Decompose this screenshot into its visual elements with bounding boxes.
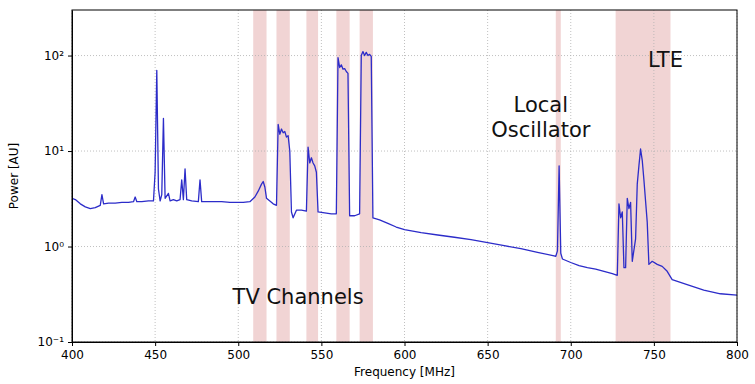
x-tick-mark bbox=[737, 342, 738, 346]
x-axis-title: Frequency [MHz] bbox=[354, 365, 455, 379]
grid-line-x bbox=[570, 10, 571, 342]
x-tick-mark bbox=[72, 342, 73, 346]
x-tick: 400 bbox=[61, 342, 84, 362]
x-tick-label: 500 bbox=[227, 348, 250, 362]
plot-area bbox=[72, 52, 737, 295]
x-tick: 450 bbox=[144, 342, 167, 362]
annotation: TV Channels bbox=[232, 285, 364, 309]
x-tick-label: 750 bbox=[643, 348, 666, 362]
annotation: LTE bbox=[648, 48, 683, 72]
y-tick-label: 10⁰ bbox=[44, 240, 64, 254]
grid-line-y bbox=[72, 151, 737, 152]
y-tick-mark bbox=[68, 342, 72, 343]
y-tick-label: 10⁻¹ bbox=[38, 335, 65, 349]
x-tick: 550 bbox=[310, 342, 333, 362]
grid-line-y bbox=[72, 246, 737, 247]
annotation: LocalOscillator bbox=[491, 93, 590, 142]
x-tick-label: 650 bbox=[477, 348, 500, 362]
grid-line-y bbox=[72, 55, 737, 56]
x-tick-mark bbox=[155, 342, 156, 346]
chart: 400 450 500 550 600 650 700 750 800 10⁻¹ 10⁰ 10¹ 10²… bbox=[0, 0, 755, 384]
y-axis-line bbox=[72, 11, 73, 343]
plot-frame bbox=[72, 10, 737, 342]
x-tick-label: 450 bbox=[144, 348, 167, 362]
x-tick-label: 600 bbox=[394, 348, 417, 362]
y-axis-title: Power [AU] bbox=[7, 143, 21, 209]
x-tick: 650 bbox=[477, 342, 500, 362]
x-tick-label: 800 bbox=[726, 348, 749, 362]
x-tick-mark bbox=[654, 342, 655, 346]
y-axis: 10⁻¹ 10⁰ 10¹ 10² bbox=[38, 11, 73, 350]
grid bbox=[72, 10, 737, 342]
spectrum-line bbox=[72, 52, 737, 295]
x-tick-label: 550 bbox=[310, 348, 333, 362]
x-tick-mark bbox=[571, 342, 572, 346]
y-tick-label: 10¹ bbox=[44, 144, 64, 158]
annotations: TV Channels LocalOscillator LTE bbox=[232, 48, 683, 309]
y-tick-mark bbox=[68, 151, 72, 152]
x-tick-mark bbox=[405, 342, 406, 346]
x-tick-label: 700 bbox=[560, 348, 583, 362]
x-tick: 700 bbox=[560, 342, 583, 362]
x-tick-mark bbox=[238, 342, 239, 346]
x-tick-mark bbox=[488, 342, 489, 346]
x-axis: 400 450 500 550 600 650 700 750 800 bbox=[61, 342, 749, 362]
y-tick: 10¹ bbox=[44, 144, 72, 158]
x-tick-mark bbox=[321, 342, 322, 346]
y-tick: 10² bbox=[44, 49, 72, 63]
y-tick: 10⁻¹ bbox=[38, 335, 72, 349]
x-tick: 500 bbox=[227, 342, 250, 362]
y-tick: 10⁰ bbox=[44, 240, 72, 254]
x-tick-label: 400 bbox=[61, 348, 84, 362]
x-tick: 800 bbox=[726, 342, 749, 362]
grid-line-x bbox=[487, 10, 488, 342]
x-tick: 600 bbox=[394, 342, 417, 362]
y-tick-label: 10² bbox=[44, 49, 64, 63]
y-tick-mark bbox=[68, 247, 72, 248]
x-tick: 750 bbox=[643, 342, 666, 362]
grid-line-x bbox=[404, 10, 405, 342]
y-tick-mark bbox=[68, 56, 72, 57]
